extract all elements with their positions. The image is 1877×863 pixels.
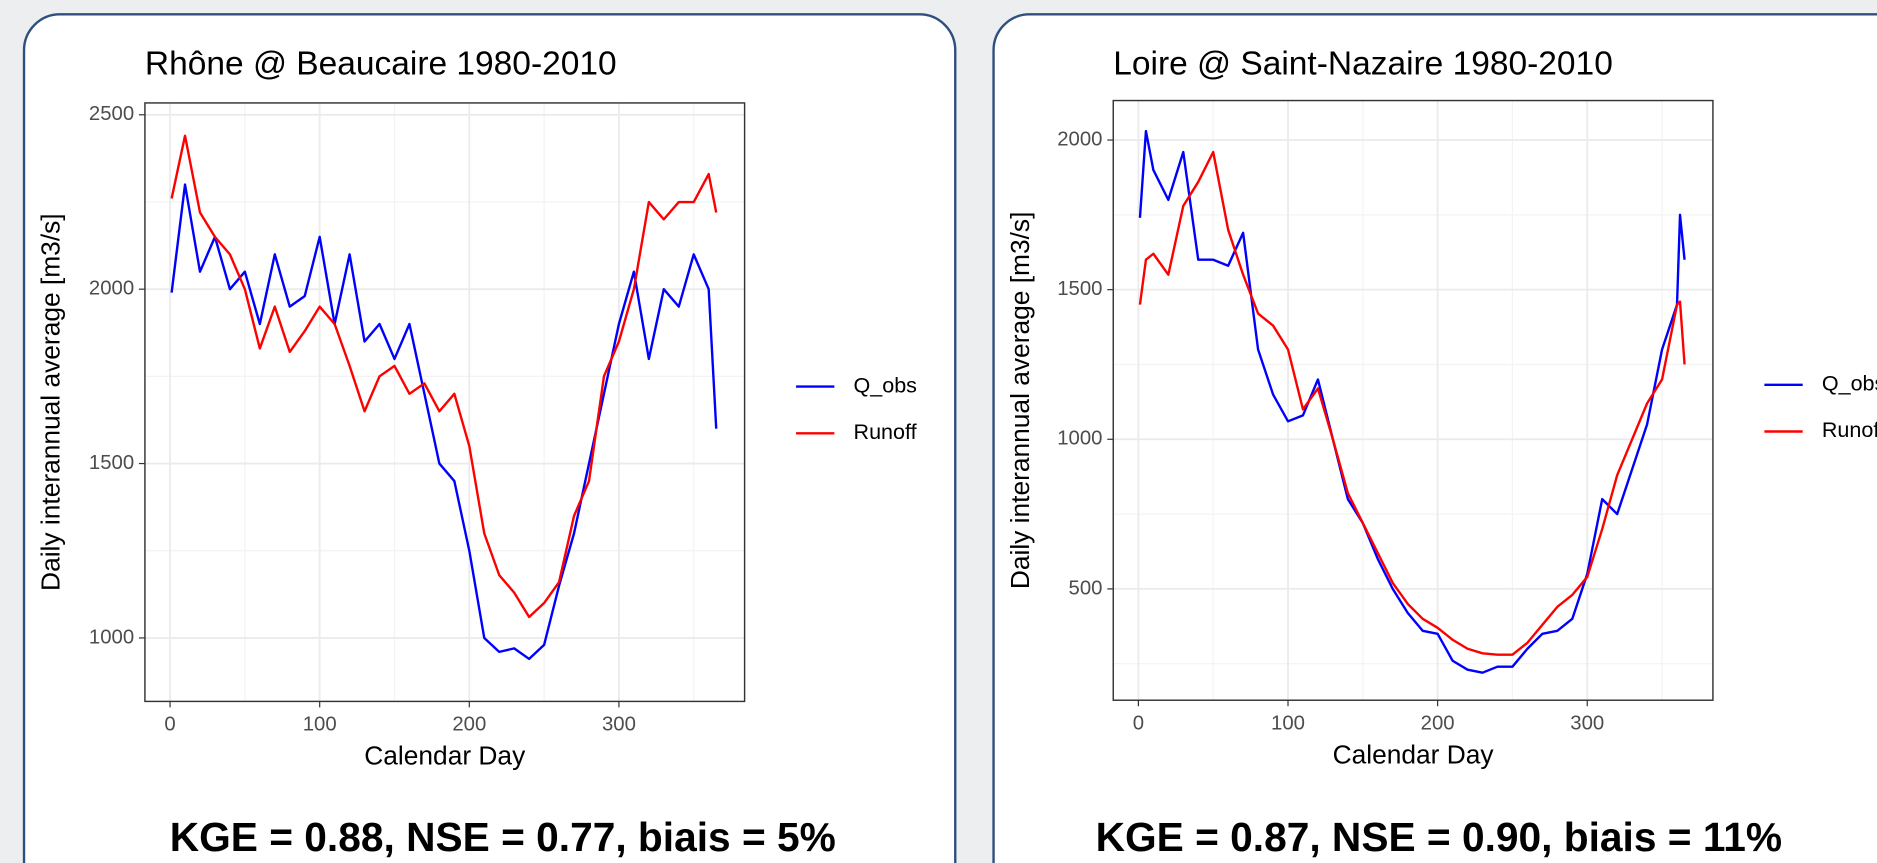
data-line bbox=[1138, 129, 1686, 674]
chart-title: Rhône @ Beaucaire 1980-2010 bbox=[145, 46, 617, 83]
legend-label: Runoff bbox=[1822, 418, 1877, 442]
x-tick-label: 300 bbox=[1570, 713, 1604, 735]
y-tick-label: 1500 bbox=[1057, 278, 1102, 300]
y-tick-label: 1000 bbox=[1057, 428, 1102, 450]
legend-label: Runoff bbox=[854, 420, 918, 444]
metrics-annotation: KGE = 0.88, NSE = 0.77, biais = 5% bbox=[170, 814, 836, 860]
y-tick-label: 2000 bbox=[89, 278, 134, 300]
x-tick-label: 200 bbox=[1421, 713, 1455, 735]
y-tick-label: 2500 bbox=[89, 103, 134, 125]
plot-frame bbox=[144, 102, 746, 703]
y-tick-label: 1500 bbox=[89, 452, 134, 474]
panel bbox=[22, 13, 957, 863]
x-tick-label: 0 bbox=[1133, 713, 1144, 735]
data-line bbox=[170, 183, 718, 661]
y-tick-label: 1000 bbox=[89, 626, 134, 648]
y-tick-label: 500 bbox=[1069, 577, 1103, 599]
x-tick-label: 100 bbox=[303, 714, 337, 736]
legend-label: Q_obs bbox=[854, 373, 917, 397]
x-tick-label: 300 bbox=[602, 714, 636, 736]
x-axis-title: Calendar Day bbox=[364, 741, 526, 771]
metrics-annotation: KGE = 0.87, NSE = 0.90, biais = 11% bbox=[1096, 814, 1782, 860]
data-line bbox=[170, 134, 718, 619]
x-tick-label: 100 bbox=[1271, 713, 1305, 735]
x-tick-label: 200 bbox=[452, 714, 486, 736]
plot-frame bbox=[1112, 99, 1714, 701]
y-axis-title: Daily interannual average [m3/s] bbox=[36, 213, 66, 591]
y-tick-label: 2000 bbox=[1057, 128, 1102, 150]
chart-title: Loire @ Saint-Nazaire 1980-2010 bbox=[1113, 46, 1613, 83]
x-axis-title: Calendar Day bbox=[1333, 739, 1495, 769]
data-line bbox=[1138, 150, 1686, 656]
x-tick-label: 0 bbox=[164, 714, 175, 736]
y-axis-title: Daily interannual average [m3/s] bbox=[1005, 212, 1035, 590]
legend-label: Q_obs bbox=[1822, 372, 1877, 396]
